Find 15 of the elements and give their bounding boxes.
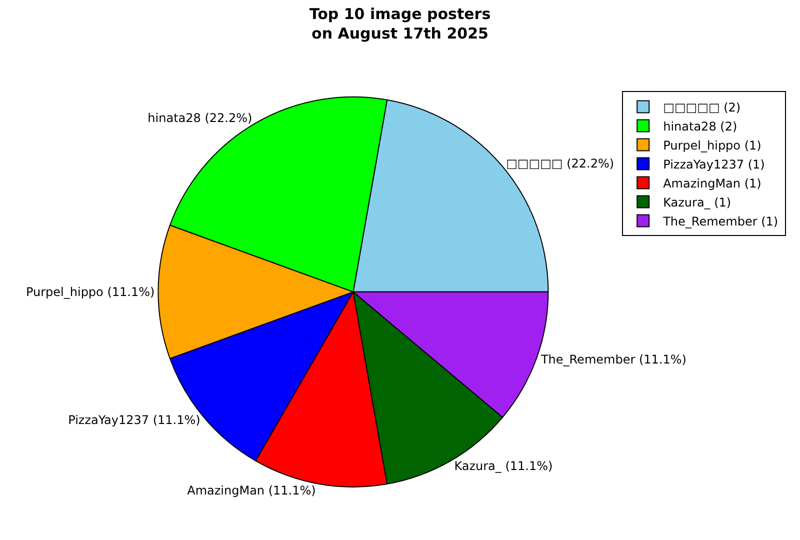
data-label: Purpel_hippo (11.1%) xyxy=(26,284,155,299)
legend-label: Purpel_hippo (1) xyxy=(663,138,762,152)
legend-label: PizzaYay1237 (1) xyxy=(663,157,765,172)
legend-label: □□□□□ (2) xyxy=(663,100,741,114)
data-label: □□□□□ (22.2%) xyxy=(506,156,614,171)
legend-label: The_Remember (1) xyxy=(662,214,778,228)
legend-label: Kazura_ (1) xyxy=(663,195,732,210)
data-label: The_Remember (11.1%) xyxy=(540,352,686,366)
data-label: Kazura_ (11.1%) xyxy=(454,459,553,474)
legend-label: AmazingMan (1) xyxy=(663,176,762,190)
data-label: hinata28 (22.2%) xyxy=(148,110,252,125)
chart-title: Top 10 image posters on August 17th 2025 xyxy=(309,4,491,42)
legend-label: hinata28 (2) xyxy=(663,119,738,134)
data-label: AmazingMan (11.1%) xyxy=(187,484,316,498)
data-label: PizzaYay1237 (11.1%) xyxy=(68,413,200,428)
